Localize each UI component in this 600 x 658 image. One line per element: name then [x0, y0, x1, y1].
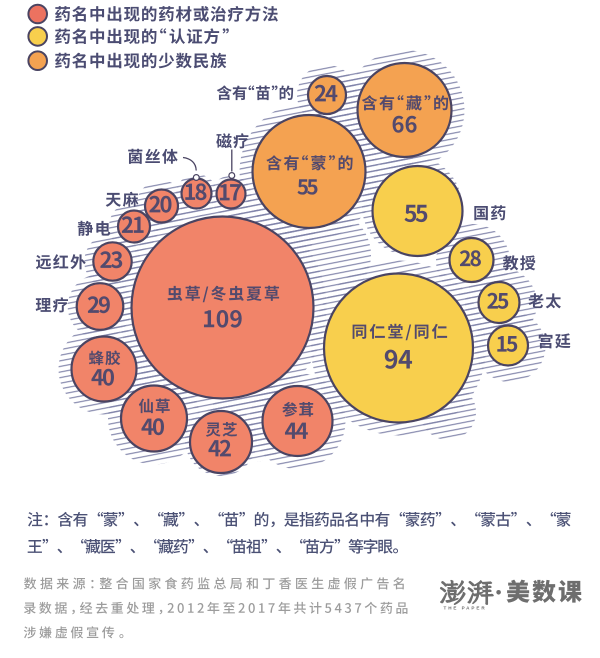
- svg-text:THE PAPER: THE PAPER: [444, 606, 487, 611]
